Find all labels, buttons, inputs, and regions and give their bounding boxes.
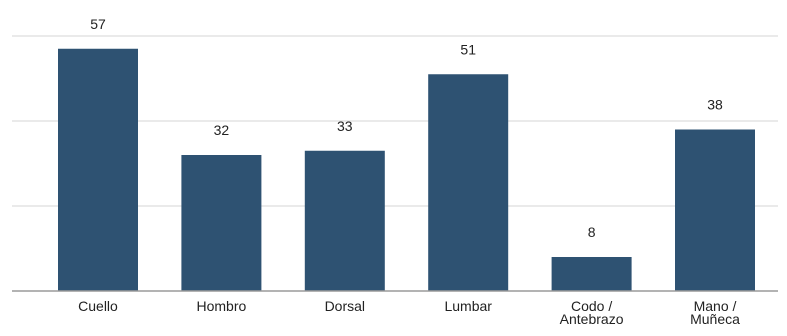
category-label-4: Lumbar: [444, 298, 492, 314]
value-label-2: 32: [214, 122, 230, 138]
category-label-line: Lumbar: [444, 298, 492, 314]
bar-2: [181, 155, 262, 291]
bar-3: [304, 150, 385, 291]
bars: [58, 48, 755, 291]
category-label-line: Cuello: [78, 298, 118, 314]
category-label-3: Dorsal: [325, 298, 365, 314]
value-label-5: 8: [588, 224, 596, 240]
value-label-3: 33: [337, 118, 353, 134]
value-label-6: 38: [707, 97, 723, 113]
bar-6: [675, 129, 755, 291]
bar-5: [551, 257, 632, 291]
category-label-6: Mano / Muñeca: [690, 298, 740, 327]
value-label-4: 51: [460, 41, 476, 57]
category-labels: Cuello Hombro Dorsal Lumbar Codo / Antebrazo M…: [78, 298, 740, 327]
category-label-line: Mano /: [694, 298, 737, 314]
category-label-2: Hombro: [197, 298, 247, 314]
category-label-line: Dorsal: [325, 298, 365, 314]
category-label-1: Cuello: [78, 298, 118, 314]
category-label-line: Codo /: [571, 298, 612, 314]
category-label-line: Muñeca: [690, 311, 740, 327]
category-label-5: Codo / Antebrazo: [560, 298, 624, 327]
gridlines: [12, 35, 778, 207]
category-label-line: Hombro: [197, 298, 247, 314]
bar-4: [428, 74, 509, 291]
category-label-line: Antebrazo: [560, 311, 624, 327]
bar-1: [58, 48, 138, 291]
value-label-1: 57: [90, 16, 106, 32]
value-labels: 57 32 33 51 8 38: [90, 16, 723, 240]
